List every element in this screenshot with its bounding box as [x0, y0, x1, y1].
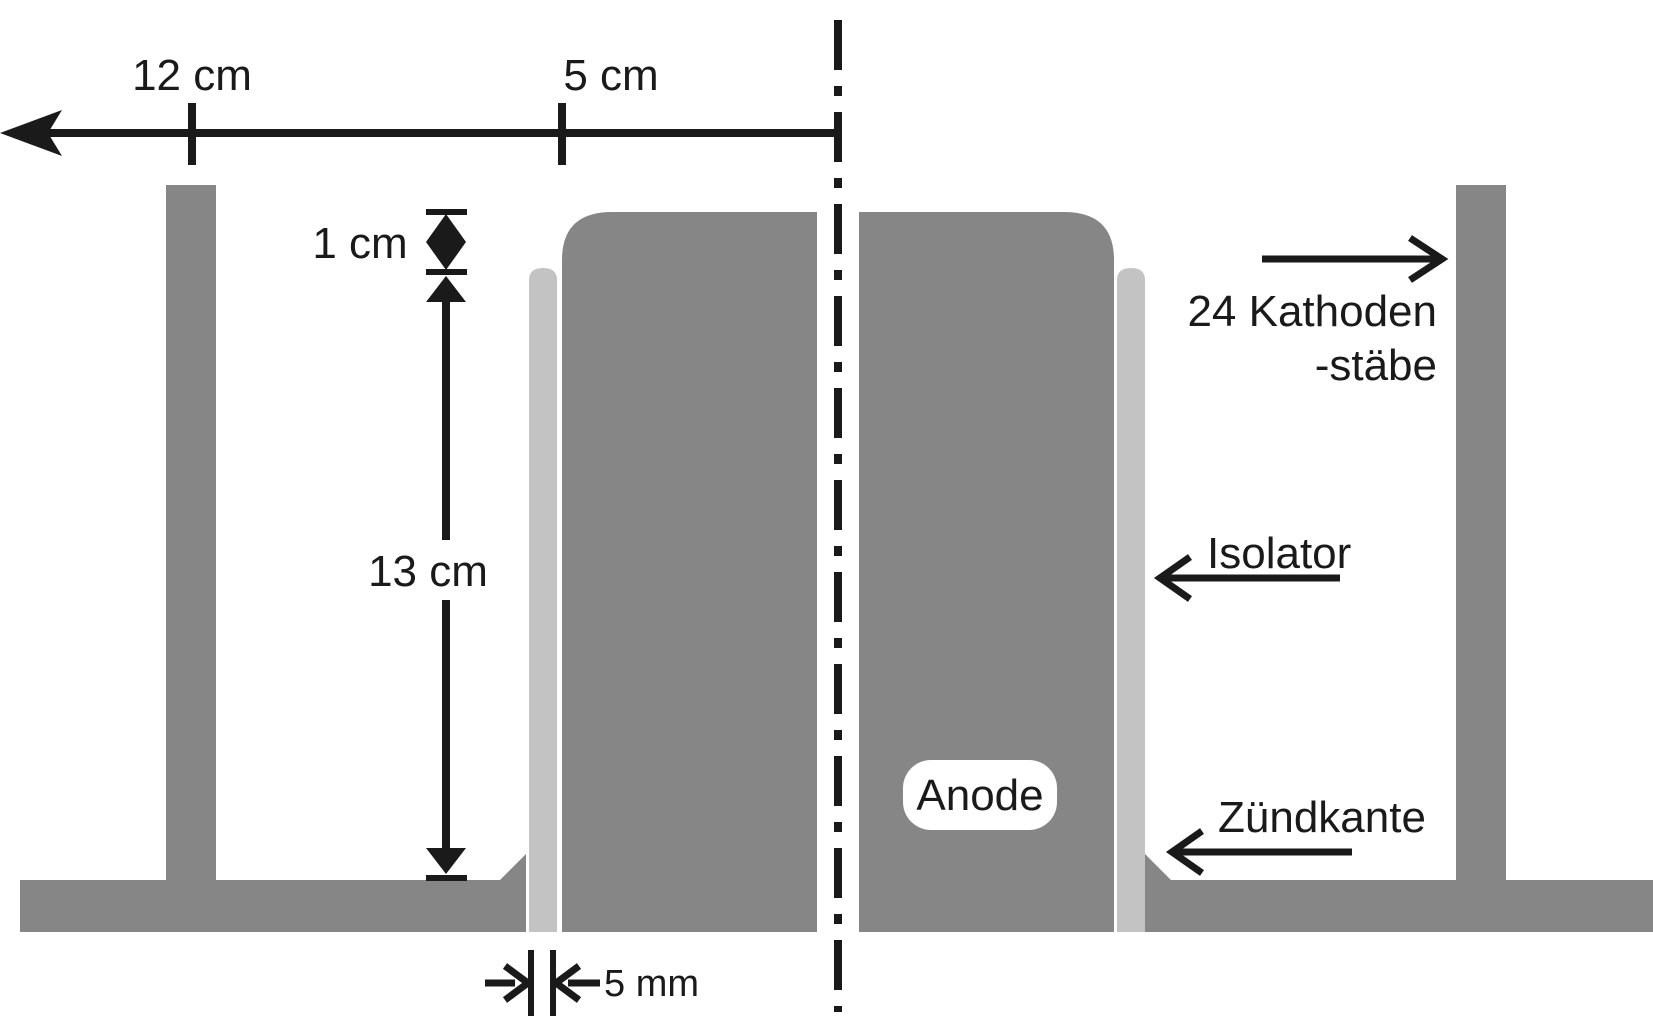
ignition-edge-label-arrow [1165, 828, 1352, 876]
insulator-left [529, 268, 557, 932]
base-plate-left [20, 880, 526, 932]
cathode-rod-right [1456, 185, 1506, 882]
cathode-label-arrow [1262, 235, 1449, 283]
dimension-5mm-arrow-left [502, 963, 534, 1003]
label-insulator: Isolator [1207, 529, 1351, 578]
dimension-13cm-arrow-top [426, 276, 466, 302]
dimension-1cm [426, 209, 467, 275]
dimension-13cm-arrow-bottom [426, 848, 466, 874]
label-12cm: 12 cm [132, 51, 252, 100]
label-13cm: 13 cm [368, 547, 488, 596]
insulator-right [1117, 268, 1145, 932]
label-cathode-line1: 24 Kathoden [1187, 287, 1437, 336]
cathode-rod-left [166, 185, 216, 882]
anode-label-box [903, 760, 1057, 830]
label-anode: Anode [916, 771, 1043, 820]
label-5mm: 5 mm [604, 963, 699, 1005]
ignition-edge-arrowhead [1165, 828, 1205, 876]
insulator-label-arrow [1153, 554, 1340, 602]
base-plate [20, 854, 1653, 932]
label-ignition-edge: Zündkante [1218, 793, 1426, 842]
dimension-1cm-diamond [426, 214, 466, 270]
label-1cm: 1 cm [312, 219, 407, 268]
base-plate-right-bevel [1145, 854, 1171, 880]
dimension-5mm [485, 950, 600, 1016]
radius-dimension [0, 103, 838, 165]
cathode-arrowhead [1408, 235, 1449, 283]
radius-arrowhead-left [0, 110, 62, 156]
insulator-arrowhead [1153, 554, 1193, 602]
dimension-5mm-arrow-right [550, 963, 582, 1003]
base-plate-right [1145, 880, 1653, 932]
label-5cm: 5 cm [563, 51, 658, 100]
base-plate-left-bevel [500, 854, 526, 880]
label-cathode-line2: -stäbe [1315, 341, 1437, 390]
dimension-13cm [426, 276, 467, 881]
